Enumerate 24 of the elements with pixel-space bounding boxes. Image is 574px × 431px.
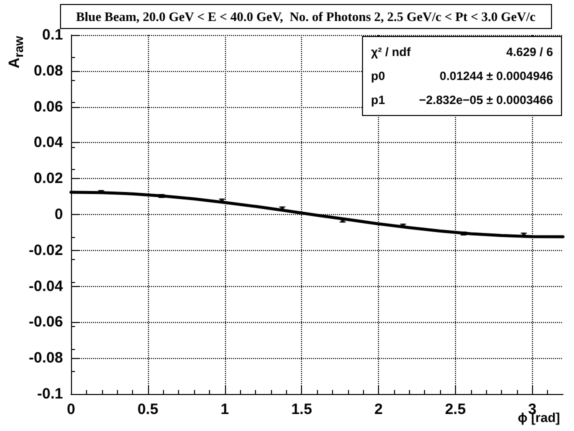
x-tick-label: 2.5 [444, 401, 466, 418]
annotation: χ² / ndf [371, 44, 411, 61]
y-tick-label: 0.02 [34, 170, 63, 188]
y-tick-label: -0.08 [28, 350, 63, 367]
annotation: 0.01244 ± 0.0004946 [440, 68, 553, 85]
x-tick-label: 1 [220, 401, 229, 418]
y-tick-label: 0.04 [34, 134, 64, 152]
y-tick-label: -0.06 [28, 314, 63, 331]
y-tick-label: -0.02 [28, 242, 63, 259]
annotation: p1 [371, 92, 386, 109]
y-tick-label: 0.06 [34, 98, 63, 116]
chart-title: Blue Beam, 20.0 GeV < E < 40.0 GeV, No. of Photons 2, 2.5 GeV/c < Pt < 3.0 GeV/c [76, 9, 536, 24]
y-tick-label: 0.1 [42, 26, 63, 44]
x-tick-label: 1.5 [291, 401, 312, 418]
x-tick-label: 2 [374, 401, 383, 418]
y-tick-label: -0.1 [37, 386, 63, 402]
x-tick-label: 0 [66, 401, 76, 418]
annotation: 4.629 / 6 [506, 44, 553, 61]
annotation: −2.832e−05 ± 0.0003466 [418, 92, 553, 109]
y-tick-label: 0.08 [34, 62, 63, 80]
y-tick-label: 0 [54, 206, 63, 223]
x-tick-label: 0.5 [137, 401, 158, 418]
y-tick-label: -0.04 [28, 278, 64, 295]
annotation: p0 [371, 68, 386, 85]
